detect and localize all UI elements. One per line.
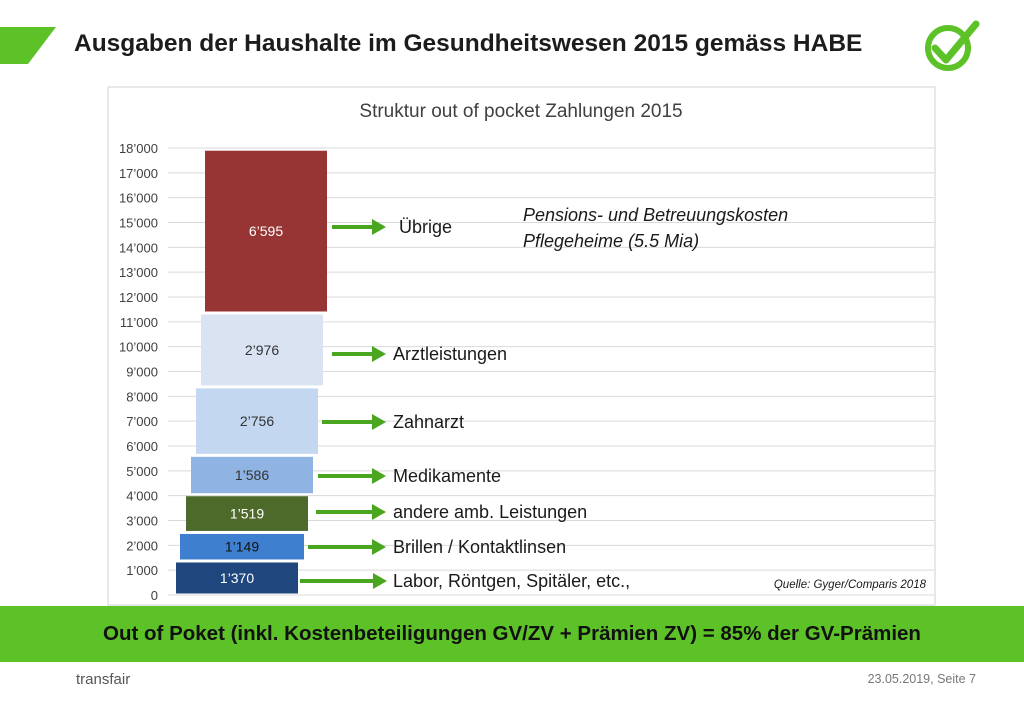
- bar-segment: [201, 314, 323, 386]
- slide-title: Ausgaben der Haushalte im Gesundheitswes…: [74, 30, 863, 57]
- category-annotations: Labor, Röntgen, Spitäler, etc., Brillen /…: [300, 217, 630, 591]
- arrow-icon: [322, 414, 386, 430]
- bar-value-label: 1’586: [235, 467, 269, 483]
- note-line-1: Pensions- und Betreuungskosten: [523, 205, 788, 225]
- bar-segment: [196, 388, 318, 454]
- y-tick-label: 18’000: [119, 141, 158, 156]
- y-tick-label: 2’000: [126, 538, 158, 553]
- y-tick-label: 17’000: [119, 166, 158, 181]
- y-tick-label: 16’000: [119, 191, 158, 206]
- y-tick-label: 3’000: [126, 514, 158, 529]
- category-label: Labor, Röntgen, Spitäler, etc.,: [393, 571, 630, 591]
- gridlines: [168, 147, 934, 596]
- arrow-icon: [332, 219, 386, 235]
- summary-banner-text: Out of Poket (inkl. Kostenbeteiligungen …: [103, 622, 921, 645]
- category-label: Arztleistungen: [393, 344, 507, 364]
- source-note: Quelle: Gyger/Comparis 2018: [774, 579, 927, 591]
- y-tick-label: 13’000: [119, 265, 158, 280]
- footer-brand: transfair: [76, 671, 131, 688]
- bar-value-label: 2’976: [245, 342, 279, 358]
- bar-value-label: 1’149: [225, 539, 259, 555]
- y-tick-label: 5’000: [126, 464, 158, 479]
- y-tick-label: 8’000: [126, 389, 158, 404]
- y-tick-label: 1’000: [126, 563, 158, 578]
- y-tick-label: 14’000: [119, 240, 158, 255]
- y-tick-label: 15’000: [119, 216, 158, 231]
- chart-title: Struktur out of pocket Zahlungen 2015: [359, 101, 682, 122]
- check-circle-icon: [925, 20, 980, 71]
- arrow-icon: [300, 573, 387, 589]
- category-label: Brillen / Kontaktlinsen: [393, 537, 566, 557]
- bar-value-label: 1’519: [230, 506, 264, 522]
- arrow-icon: [318, 468, 386, 484]
- arrow-icon: [308, 539, 386, 555]
- y-tick-label: 11’000: [120, 315, 158, 330]
- bar-value-label: 1’370: [220, 570, 254, 586]
- y-tick-label: 7’000: [126, 414, 158, 429]
- y-tick-label: 4’000: [126, 489, 158, 504]
- category-label: andere amb. Leistungen: [393, 502, 587, 522]
- category-label: Zahnarzt: [393, 412, 464, 432]
- y-tick-label: 9’000: [126, 365, 158, 380]
- bar-value-label: 2’756: [240, 413, 274, 429]
- y-axis: 0 1’000 2’000 3’000 4’000 5’000 6’000 7’000 8’00…: [119, 141, 158, 603]
- bar-value-label: 6’595: [249, 223, 283, 239]
- y-tick-label: 10’000: [119, 340, 158, 355]
- category-label: Übrige: [399, 217, 452, 237]
- y-tick-label: 0: [151, 588, 158, 603]
- summary-banner: Out of Poket (inkl. Kostenbeteiligungen …: [0, 606, 1024, 662]
- category-label: Medikamente: [393, 466, 501, 486]
- footer-date: 23.05.2019, Seite 7: [867, 672, 976, 686]
- y-tick-label: 6’000: [126, 439, 158, 454]
- decorative-stripe: [0, 27, 56, 64]
- y-tick-label: 12’000: [119, 290, 158, 305]
- arrow-icon: [332, 346, 386, 362]
- bar-segment: [180, 533, 304, 560]
- arrow-icon: [316, 504, 386, 520]
- bar-segment: [186, 496, 308, 531]
- bar-segment: [205, 150, 327, 312]
- note-line-2: Pflegeheime (5.5 Mia): [523, 231, 699, 251]
- bar-segment: [191, 456, 313, 494]
- bar-segments: 1’370 1’149 1’519 1’586 2’756 2’976 6’595: [176, 150, 327, 594]
- bar-segment: [176, 562, 298, 594]
